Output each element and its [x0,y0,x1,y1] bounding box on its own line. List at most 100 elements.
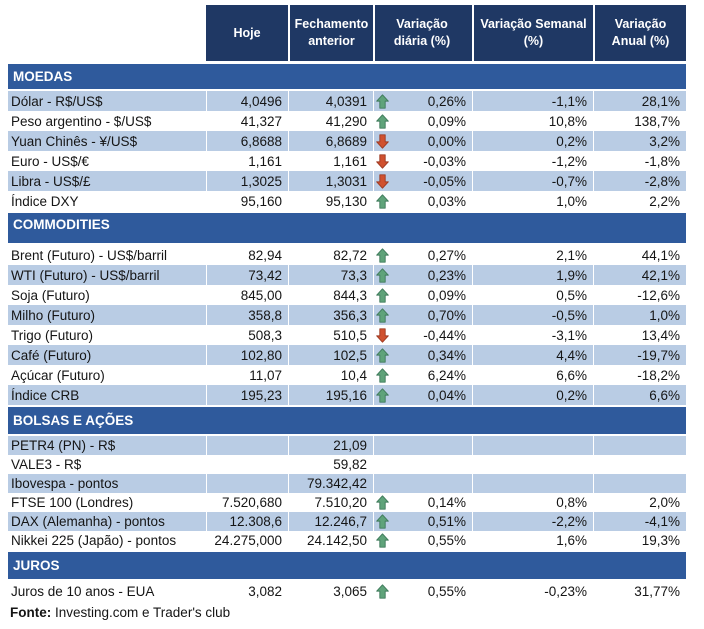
variacao-anual-value: 44,1% [593,245,686,265]
up-arrow-icon [376,193,389,209]
up-arrow-icon [376,583,389,599]
variacao-anual-value: -18,2% [593,365,686,385]
row-label: Peso argentino - $/US$ [11,113,152,129]
variacao-diaria-value: 0,34% [427,347,466,363]
variacao-diaria-value: 0,70% [427,307,466,323]
column-header-fechamento-anterior: Fechamento anterior [288,5,373,61]
row-label: Dólar - R$/US$ [8,91,206,111]
table-row-ibovespa-pontos: Ibovespa - pontos 79.342,42 [8,474,686,493]
variacao-diaria-value: -0,44% [423,327,466,343]
row-label: Juros de 10 anos - EUA [11,583,155,599]
variacao-semanal-value: 0,5% [472,285,593,305]
section-moedas: MOEDAS Dólar - R$/US$ 4,0496 4,0391 0,26% -1,… [8,64,686,211]
fechamento-anterior-value: 95,130 [288,191,373,211]
up-arrow-icon [376,247,389,263]
variacao-semanal-value: 4,4% [472,345,593,365]
table-row-ftse-100-londres: FTSE 100 (Londres) 7.520,680 7.510,20 0,14%… [8,493,686,512]
variacao-semanal-value: -0,23% [472,581,593,601]
fechamento-anterior-value: 82,72 [288,245,373,265]
column-header-variacao-diaria: Variação diária (%) [373,5,472,61]
variacao-anual-value: 42,1% [593,265,686,285]
source-note: Fonte: Investing.com e Trader's club [8,605,686,620]
variacao-anual-value: 28,1% [593,91,686,111]
variacao-semanal-value: -0,5% [472,305,593,325]
variacao-semanal-value: 1,6% [472,531,593,550]
variacao-diaria-cell: 0,04% [373,385,472,405]
variacao-diaria-cell: 0,09% [373,111,472,131]
variacao-diaria-cell: 0,27% [373,245,472,265]
up-arrow-icon [376,113,389,129]
fechamento-anterior-value: 24.142,50 [288,531,373,550]
hoje-value: 95,160 [206,191,288,211]
variacao-semanal-value: -1,2% [472,151,593,171]
fechamento-anterior-value: 7.510,20 [288,493,373,512]
variacao-diaria-value: 0,27% [427,247,466,263]
hoje-value: 6,8688 [206,131,288,151]
variacao-diaria-cell [373,455,472,474]
fechamento-anterior-value: 6,8689 [288,131,373,151]
section-title-bolsas-e-acoes: BOLSAS E AÇÕES [8,407,686,434]
up-arrow-icon [376,495,389,510]
fechamento-anterior-value: 41,290 [288,111,373,131]
variacao-diaria-value: 0,23% [427,267,466,283]
hoje-value: 1,161 [206,151,288,171]
variacao-anual-value: -4,1% [593,512,686,531]
fechamento-anterior-value: 1,3031 [288,171,373,191]
down-arrow-icon [376,173,389,189]
variacao-diaria-value: 0,55% [427,533,466,548]
table-row-cafe-futuro: Café (Futuro) 102,80 102,5 0,34% 4,4% -19,7% [8,345,686,365]
variacao-diaria-value: 0,55% [427,583,466,599]
fechamento-anterior-value: 10,4 [288,365,373,385]
variacao-diaria-cell: 0,34% [373,345,472,365]
variacao-diaria-value: 0,03% [427,193,466,209]
variacao-semanal-value [472,474,593,493]
column-header-hoje: Hoje [233,25,261,40]
hoje-value: 82,94 [206,245,288,265]
row-label: Índice CRB [8,385,206,405]
column-header-variacao-anual: Variação Anual (%) [593,5,686,61]
variacao-diaria-cell: 0,23% [373,265,472,285]
column-header-variacao-semanal: Variação Semanal (%) [472,5,593,61]
row-label: Trigo (Futuro) [11,327,94,343]
variacao-diaria-cell: -0,05% [373,171,472,191]
hoje-value [206,474,288,493]
hoje-value: 845,00 [206,285,288,305]
variacao-anual-value: -19,7% [593,345,686,365]
variacao-anual-value [593,436,686,455]
variacao-diaria-value: -0,05% [423,173,466,189]
up-arrow-icon [376,387,389,403]
variacao-anual-value: 1,0% [593,305,686,325]
variacao-diaria-value: 0,09% [427,287,466,303]
hoje-value [206,455,288,474]
row-label: Milho (Futuro) [8,305,206,325]
hoje-value: 358,8 [206,305,288,325]
variacao-anual-value: 138,7% [593,111,686,131]
down-arrow-icon [376,327,389,343]
up-arrow-icon [376,514,389,529]
variacao-semanal-value: -1,1% [472,91,593,111]
table-row-dax-alemanha-pontos: DAX (Alemanha) - pontos 12.308,6 12.246,7 0… [8,512,686,531]
source-text: Investing.com e Trader's club [51,605,231,620]
variacao-anual-value: 3,2% [593,131,686,151]
variacao-semanal-value: 0,2% [472,131,593,151]
table-row-dolar-r-us: Dólar - R$/US$ 4,0496 4,0391 0,26% -1,1% 28,1… [8,91,686,111]
table-row-milho-futuro: Milho (Futuro) 358,8 356,3 0,70% -0,5% 1,0% [8,305,686,325]
up-arrow-icon [376,347,389,363]
fechamento-anterior-value: 12.246,7 [288,512,373,531]
variacao-anual-value: 31,77% [593,581,686,601]
up-arrow-icon [376,287,389,303]
table-row-trigo-futuro: Trigo (Futuro) 508,3 510,5 -0,44% -3,1% 13,4% [8,325,686,345]
row-label: Açúcar (Futuro) [11,367,105,383]
down-arrow-icon [376,153,389,169]
fechamento-anterior-value: 356,3 [288,305,373,325]
table-row-petr4-pn-r: PETR4 (PN) - R$ 21,09 [8,436,686,455]
hoje-value [206,436,288,455]
row-label: Nikkei 225 (Japão) - pontos [11,533,177,548]
row-label: FTSE 100 (Londres) [11,495,134,510]
hoje-value: 73,42 [206,265,288,285]
row-label: Soja (Futuro) [11,287,90,303]
hoje-value: 102,80 [206,345,288,365]
variacao-anual-value: 13,4% [593,325,686,345]
section-title-commodities: COMMODITIES [8,213,686,243]
variacao-anual-value: -12,6% [593,285,686,305]
